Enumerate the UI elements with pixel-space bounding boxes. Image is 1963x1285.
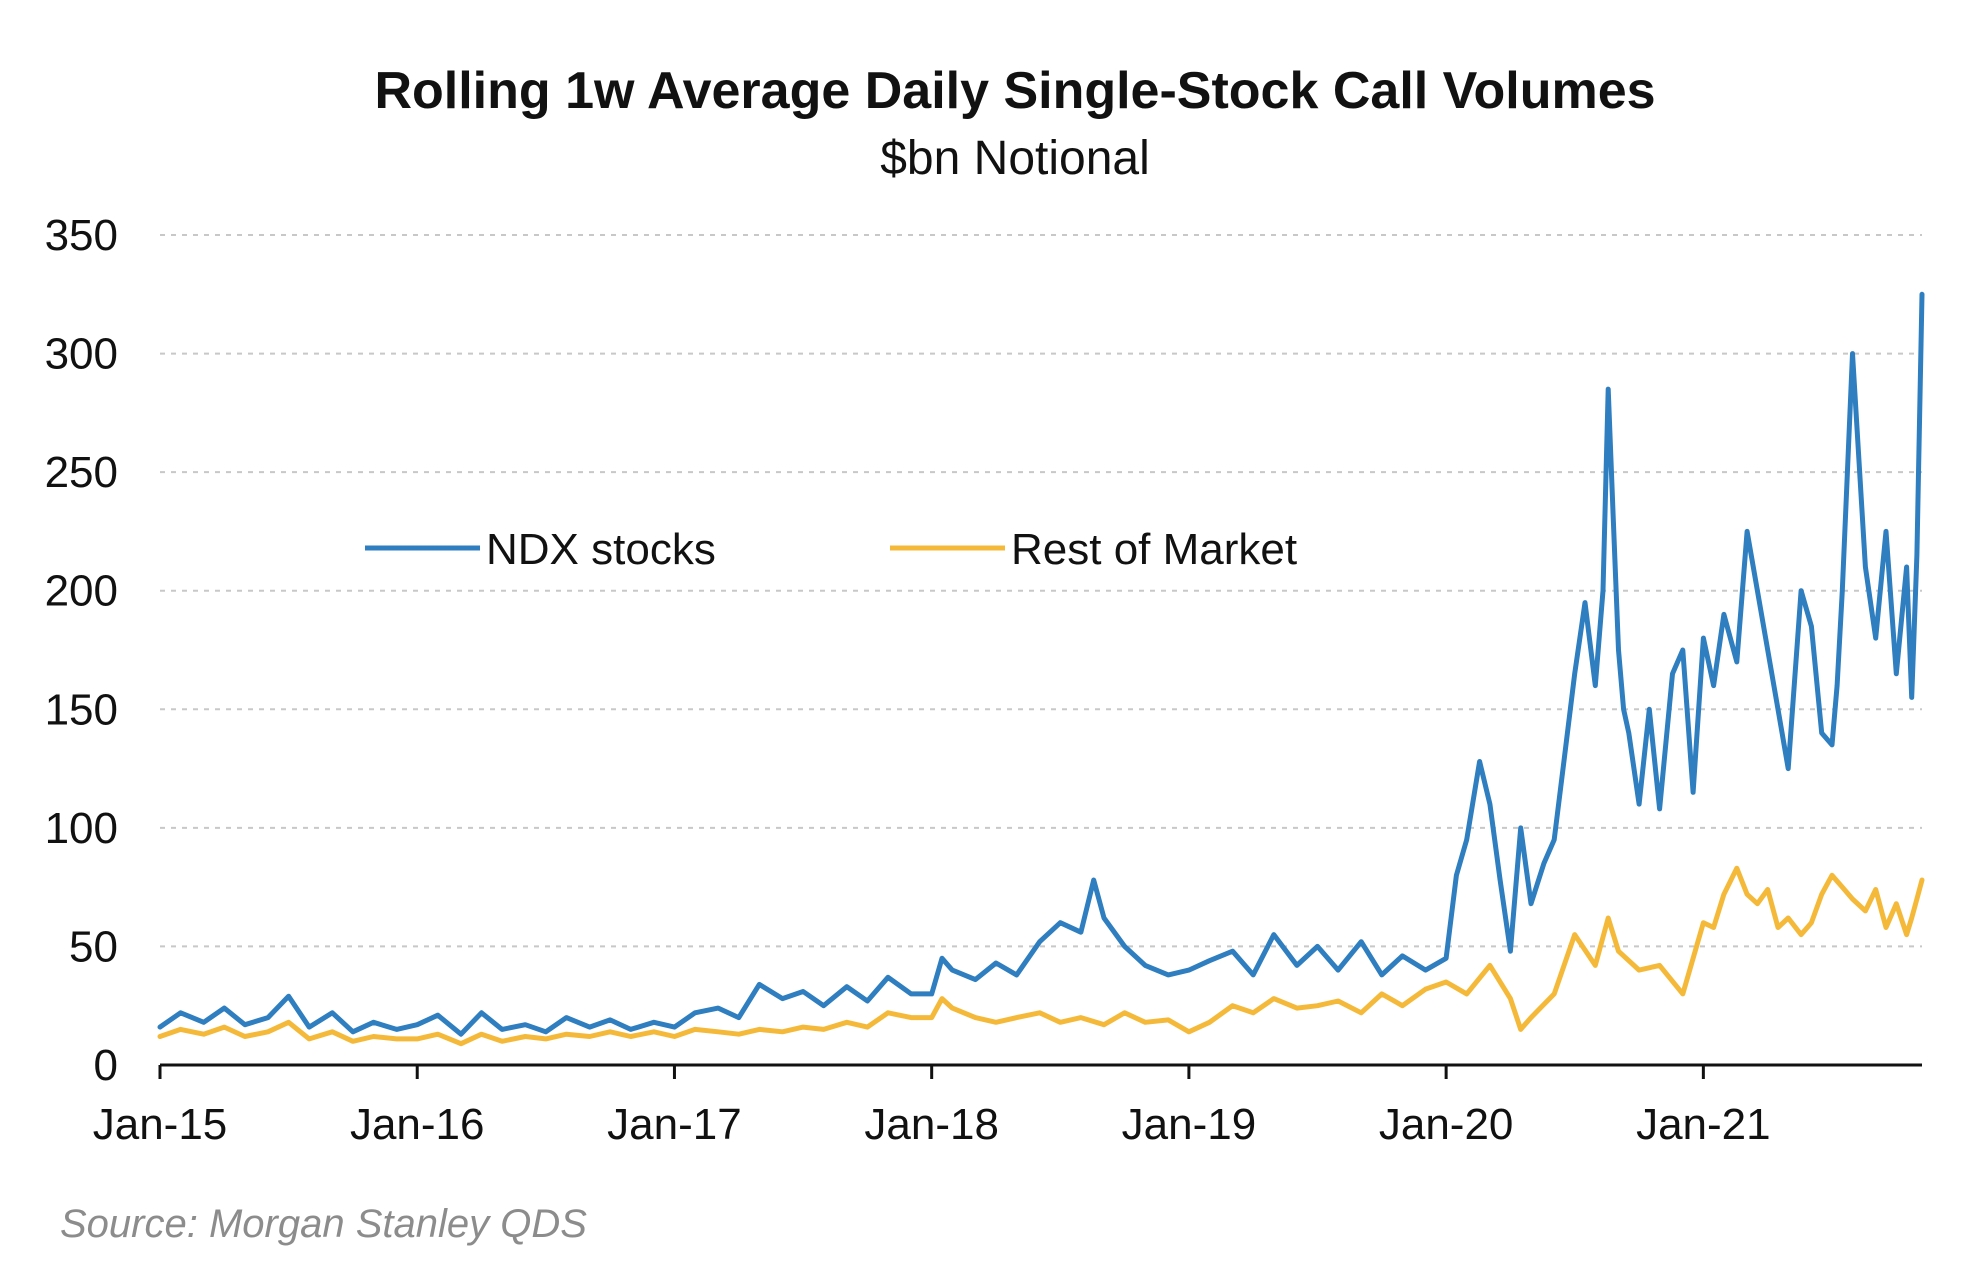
chart-subtitle: $bn Notional [880,132,1150,185]
x-axis-tick-labels: Jan-15 Jan-16 Jan-17 Jan-18 Jan-19 Jan-20 Jan-… [93,1100,1771,1149]
legend-label-ndx-stocks: NDX stocks [486,525,716,574]
x-tick-label-Jan-15: Jan-15 [93,1100,228,1149]
x-tick-label-Jan-16: Jan-16 [350,1100,485,1149]
y-tick-label-100: 100 [45,804,118,853]
x-tick-label-Jan-17: Jan-17 [607,1100,742,1149]
x-axis [158,1063,1922,1079]
source-note: Source: Morgan Stanley QDS [60,1202,587,1246]
y-tick-label-200: 200 [45,567,118,616]
x-tick-label-Jan-19: Jan-19 [1122,1100,1257,1149]
legend: NDX stocks Rest of Market [365,525,1297,574]
series-line-rest-of-market [157,865,1925,1047]
y-tick-label-0: 0 [94,1041,118,1090]
x-tick-label-Jan-20: Jan-20 [1379,1100,1514,1149]
series-lines [157,291,1925,1047]
y-tick-label-350: 350 [45,211,118,260]
x-tick-label-Jan-18: Jan-18 [864,1100,999,1149]
y-tick-label-300: 300 [45,330,118,379]
y-tick-label-50: 50 [69,922,118,971]
y-tick-label-150: 150 [45,685,118,734]
y-tick-label-250: 250 [45,448,118,497]
legend-label-rest-of-market: Rest of Market [1011,525,1297,574]
chart-title: Rolling 1w Average Daily Single-Stock Ca… [374,62,1655,120]
x-tick-label-Jan-21: Jan-21 [1636,1100,1771,1149]
gridlines [160,234,1922,948]
y-axis-tick-labels: 0 50 100 150 200 250 300 350 [45,211,118,1090]
series-line-ndx-stocks [157,291,1925,1037]
